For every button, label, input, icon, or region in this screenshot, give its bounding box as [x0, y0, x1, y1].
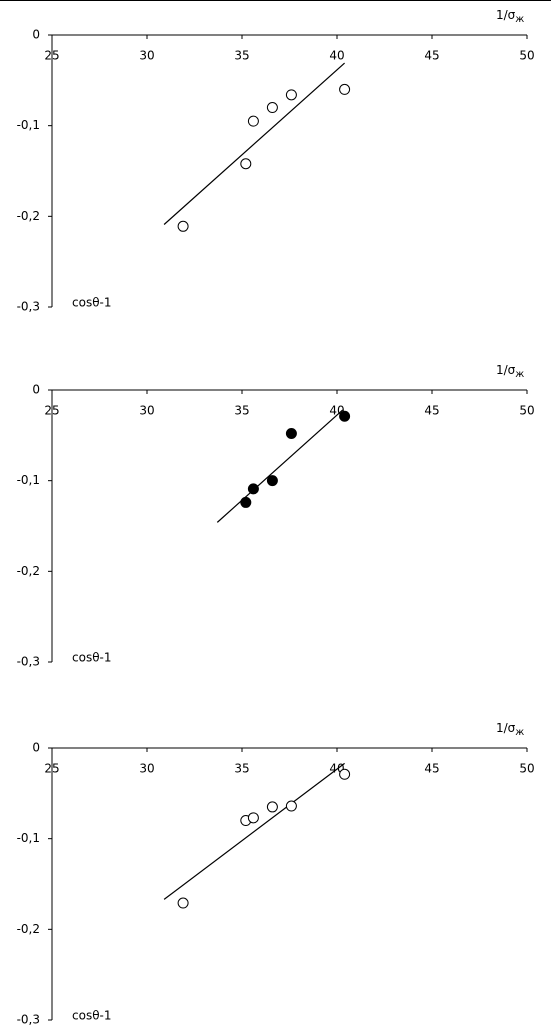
y-axis-label: cosθ-1	[72, 296, 112, 310]
x-tick-label: 35	[234, 49, 249, 63]
y-tick-label: -0,3	[17, 1013, 40, 1027]
point	[339, 410, 351, 422]
y-tick-label: 0	[32, 383, 40, 397]
y-tick-label: -0,2	[17, 564, 40, 578]
point	[266, 475, 278, 487]
x-tick-label: 25	[44, 49, 59, 63]
trendline	[163, 62, 345, 225]
y-tick-label: -0,1	[17, 473, 40, 487]
point	[240, 158, 252, 170]
point	[266, 102, 278, 114]
x-tick-label: 45	[424, 404, 439, 418]
y-tick-label: -0,1	[17, 118, 40, 132]
x-axis-label: 1/σж	[496, 721, 524, 739]
point	[240, 496, 252, 508]
point	[339, 768, 351, 780]
x-tick-label: 45	[424, 762, 439, 776]
x-tick-label: 30	[139, 404, 154, 418]
x-axis-label: 1/σж	[496, 8, 524, 26]
x-tick-label: 50	[519, 762, 534, 776]
trendline	[163, 762, 345, 900]
point	[339, 83, 351, 95]
x-tick-label: 25	[44, 762, 59, 776]
trendline	[216, 409, 344, 523]
y-axis-label: cosθ-1	[72, 651, 112, 665]
point	[285, 89, 297, 101]
point	[285, 800, 297, 812]
point	[247, 115, 259, 127]
y-tick-label: 0	[32, 741, 40, 755]
point	[177, 220, 189, 232]
x-tick-label: 30	[139, 49, 154, 63]
point	[247, 483, 259, 495]
point	[266, 801, 278, 813]
x-label-main: 1/σ	[496, 363, 516, 377]
x-label-subscript: ж	[515, 727, 524, 738]
x-tick-label: 50	[519, 49, 534, 63]
x-label-main: 1/σ	[496, 8, 516, 22]
y-axis-label: cosθ-1	[72, 1009, 112, 1023]
y-tick-label: -0,2	[17, 209, 40, 223]
x-tick-label: 35	[234, 762, 249, 776]
y-tick-label: -0,3	[17, 655, 40, 669]
point	[247, 812, 259, 824]
y-tick-label: 0	[32, 28, 40, 42]
y-tick-label: -0,2	[17, 922, 40, 936]
x-label-subscript: ж	[515, 14, 524, 25]
x-tick-label: 50	[519, 404, 534, 418]
x-axis-label: 1/σж	[496, 363, 524, 381]
x-label-main: 1/σ	[496, 721, 516, 735]
x-tick-label: 30	[139, 762, 154, 776]
x-tick-label: 25	[44, 404, 59, 418]
x-tick-label: 40	[329, 49, 344, 63]
point	[177, 897, 189, 909]
x-tick-label: 35	[234, 404, 249, 418]
point	[285, 428, 297, 440]
x-tick-label: 45	[424, 49, 439, 63]
x-label-subscript: ж	[515, 369, 524, 380]
y-tick-label: -0,1	[17, 831, 40, 845]
y-tick-label: -0,3	[17, 300, 40, 314]
